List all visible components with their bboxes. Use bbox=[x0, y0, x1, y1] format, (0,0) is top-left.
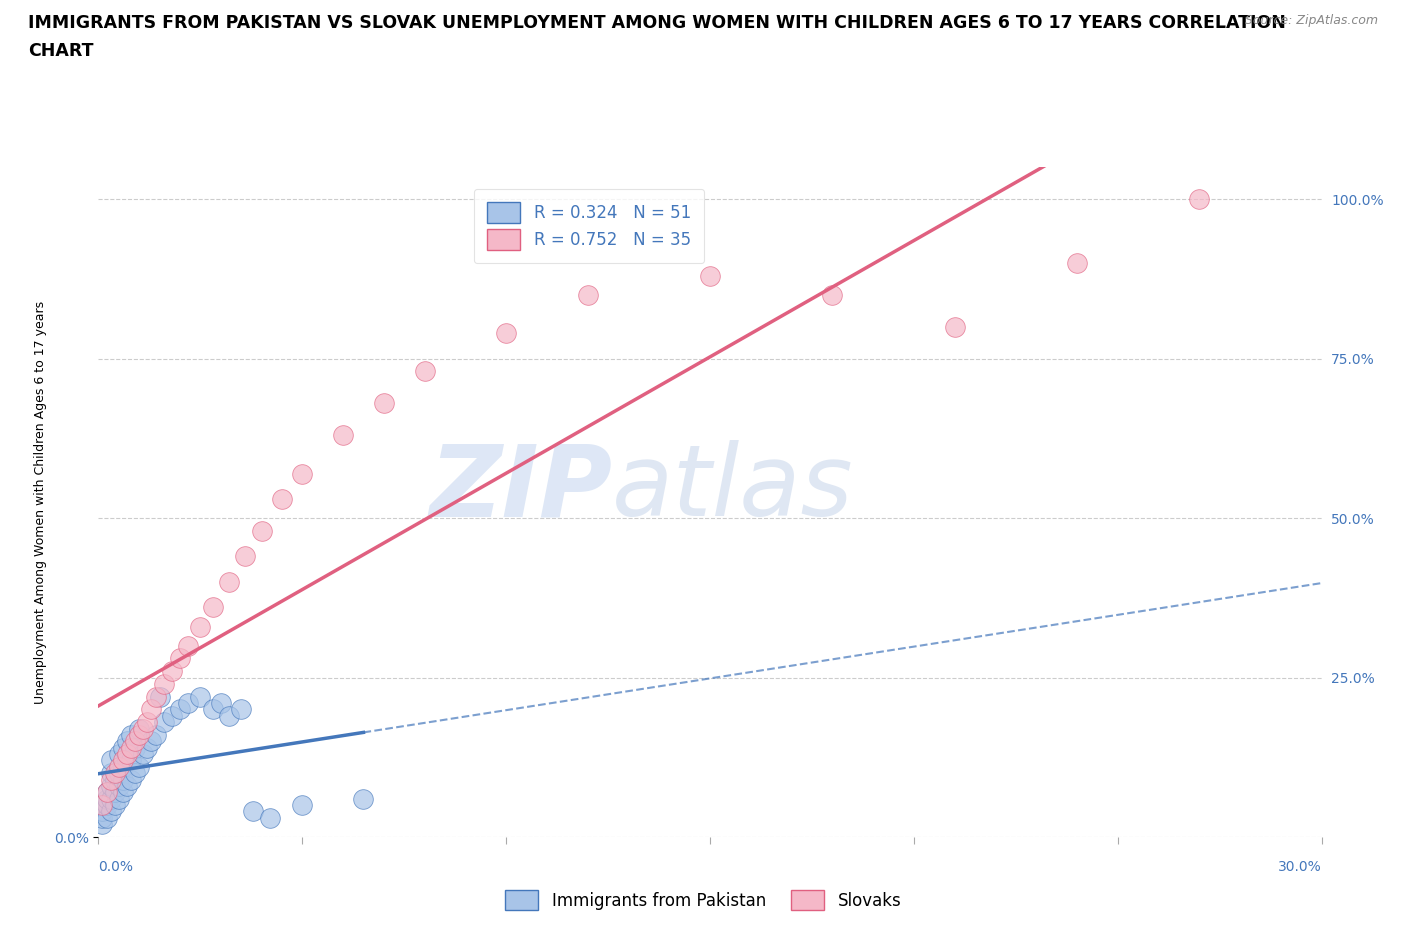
Point bbox=[242, 804, 264, 819]
Point bbox=[124, 765, 146, 780]
Point bbox=[145, 727, 167, 742]
Text: 0.0%: 0.0% bbox=[98, 860, 134, 874]
Point bbox=[104, 765, 127, 780]
Point bbox=[169, 651, 191, 666]
Point bbox=[332, 428, 354, 443]
Point bbox=[1066, 256, 1088, 271]
Point bbox=[188, 689, 212, 704]
Point bbox=[201, 600, 224, 615]
Point bbox=[352, 791, 374, 806]
Point bbox=[209, 696, 232, 711]
Point bbox=[132, 721, 155, 736]
Text: atlas: atlas bbox=[612, 440, 853, 538]
Point bbox=[108, 791, 131, 806]
Point bbox=[120, 772, 142, 787]
Point bbox=[124, 740, 146, 755]
Point bbox=[96, 791, 118, 806]
Point bbox=[120, 740, 142, 755]
Point bbox=[91, 810, 114, 825]
Point bbox=[259, 810, 281, 825]
Point bbox=[152, 676, 174, 691]
Point bbox=[100, 791, 122, 806]
Point bbox=[100, 753, 122, 768]
Point bbox=[141, 734, 163, 749]
Point bbox=[111, 785, 134, 800]
Point bbox=[104, 798, 127, 813]
Text: 30.0%: 30.0% bbox=[1278, 860, 1322, 874]
Point bbox=[576, 287, 599, 302]
Point bbox=[413, 364, 436, 379]
Point bbox=[96, 810, 118, 825]
Point bbox=[160, 709, 183, 724]
Point bbox=[152, 715, 174, 730]
Point bbox=[100, 765, 122, 780]
Point bbox=[177, 696, 200, 711]
Point bbox=[291, 466, 314, 481]
Point bbox=[250, 524, 273, 538]
Point bbox=[699, 269, 721, 284]
Point bbox=[141, 702, 163, 717]
Legend: Immigrants from Pakistan, Slovaks: Immigrants from Pakistan, Slovaks bbox=[498, 884, 908, 917]
Point bbox=[124, 734, 146, 749]
Text: IMMIGRANTS FROM PAKISTAN VS SLOVAK UNEMPLOYMENT AMONG WOMEN WITH CHILDREN AGES 6: IMMIGRANTS FROM PAKISTAN VS SLOVAK UNEMP… bbox=[28, 14, 1286, 32]
Point bbox=[96, 785, 118, 800]
Point bbox=[821, 287, 844, 302]
Point bbox=[96, 785, 118, 800]
Point bbox=[91, 817, 114, 831]
Point bbox=[104, 785, 127, 800]
Point bbox=[149, 689, 172, 704]
Point bbox=[100, 772, 122, 787]
Point bbox=[91, 804, 114, 819]
Point bbox=[160, 664, 183, 679]
Point bbox=[169, 702, 191, 717]
Point bbox=[111, 772, 134, 787]
Point bbox=[231, 702, 253, 717]
Point bbox=[218, 709, 240, 724]
Point bbox=[128, 727, 150, 742]
Point bbox=[115, 747, 138, 762]
Point bbox=[188, 619, 212, 634]
Point bbox=[201, 702, 224, 717]
Point bbox=[111, 740, 134, 755]
Point bbox=[120, 753, 142, 768]
Point bbox=[373, 396, 395, 411]
Point bbox=[218, 575, 240, 590]
Point bbox=[132, 747, 155, 762]
Text: Source: ZipAtlas.com: Source: ZipAtlas.com bbox=[1244, 14, 1378, 27]
Point bbox=[100, 778, 122, 793]
Point bbox=[177, 638, 200, 653]
Text: ZIP: ZIP bbox=[429, 440, 612, 538]
Point bbox=[104, 772, 127, 787]
Point bbox=[115, 734, 138, 749]
Point bbox=[108, 765, 131, 780]
Point bbox=[943, 319, 966, 334]
Point bbox=[145, 689, 167, 704]
Point bbox=[108, 747, 131, 762]
Y-axis label: Unemployment Among Women with Children Ages 6 to 17 years: Unemployment Among Women with Children A… bbox=[34, 300, 46, 704]
Legend: R = 0.324   N = 51, R = 0.752   N = 35: R = 0.324 N = 51, R = 0.752 N = 35 bbox=[474, 189, 704, 263]
Point bbox=[111, 753, 134, 768]
Point bbox=[111, 760, 134, 775]
Point bbox=[128, 760, 150, 775]
Point bbox=[233, 549, 256, 564]
Point bbox=[96, 798, 118, 813]
Point bbox=[91, 798, 114, 813]
Text: CHART: CHART bbox=[28, 42, 94, 60]
Point bbox=[128, 721, 150, 736]
Point bbox=[1188, 192, 1211, 206]
Point bbox=[136, 715, 159, 730]
Point bbox=[100, 804, 122, 819]
Point bbox=[115, 778, 138, 793]
Point bbox=[136, 740, 159, 755]
Point bbox=[270, 492, 294, 507]
Point bbox=[291, 798, 314, 813]
Point bbox=[120, 727, 142, 742]
Point bbox=[115, 753, 138, 768]
Point bbox=[495, 326, 517, 340]
Point bbox=[108, 760, 131, 775]
Point bbox=[108, 778, 131, 793]
